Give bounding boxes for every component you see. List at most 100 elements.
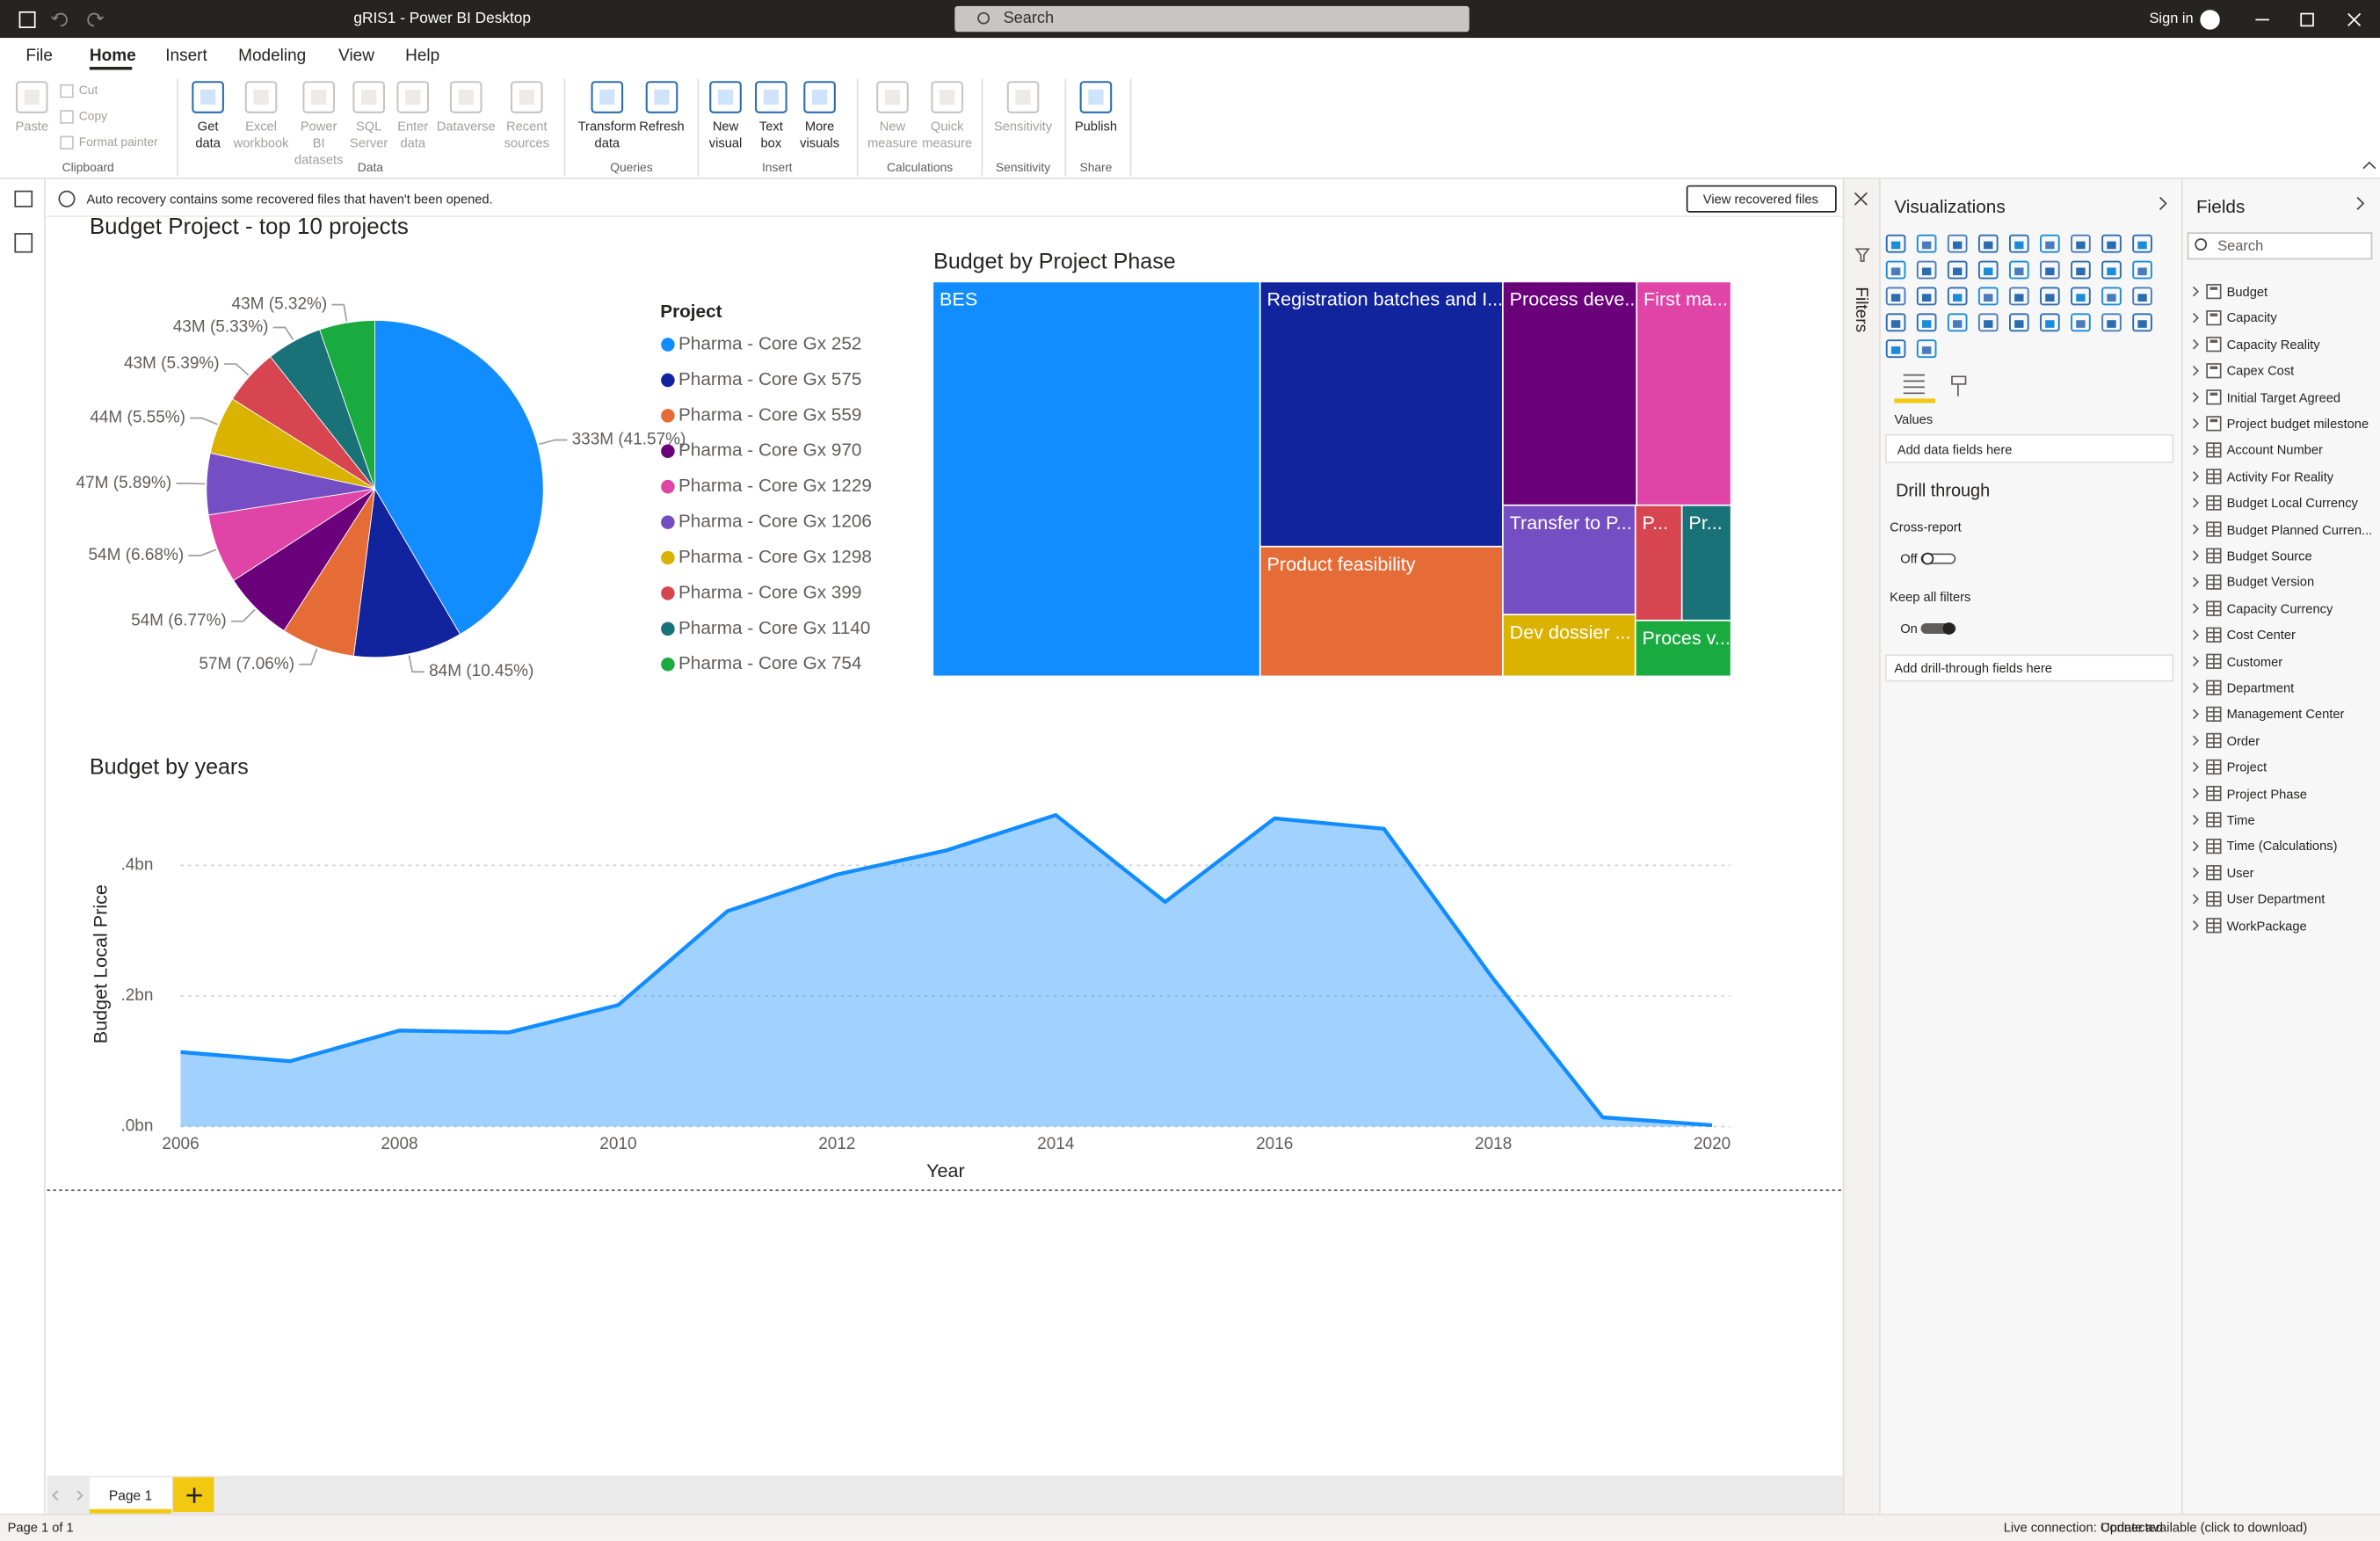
field-item[interactable]: Department [2227,676,2295,701]
legend-marker [661,480,675,494]
field-item[interactable]: Customer [2227,649,2283,673]
field-item[interactable]: Capacity Currency [2227,596,2333,621]
measure-glyph [2210,367,2218,369]
save-icon[interactable] [19,12,34,27]
ribbon-button[interactable]: Copy [79,105,107,129]
field-item[interactable]: Order [2227,729,2260,753]
measure-glyph [2210,313,2218,316]
close-button[interactable] [2348,14,2361,26]
close-notification[interactable] [1854,193,1867,205]
ribbon-button[interactable]: Enter data [397,119,428,152]
ribbon-button[interactable]: Publish [1075,119,1117,135]
visual-type-glyph [1922,346,1931,354]
search-placeholder[interactable]: Search [1004,6,1054,31]
ribbon-button[interactable]: Refresh [639,119,684,135]
sign-in[interactable]: Sign in [2149,8,2193,33]
collapse-fields[interactable] [2357,198,2363,210]
account-icon[interactable] [2201,11,2219,29]
menu-tab[interactable]: Help [405,44,439,69]
field-item[interactable]: Capacity Reality [2227,332,2320,357]
ribbon-small-icon [61,111,73,123]
legend-label: Pharma - Core Gx 575 [678,369,861,389]
maximize-button[interactable] [2301,14,2313,26]
treemap-tile [1637,282,1731,505]
field-item[interactable]: Cost Center [2227,622,2296,647]
ribbon-button[interactable]: Format painter [79,131,158,156]
menu-tab[interactable]: Insert [165,44,207,69]
expand-chevron [2194,921,2198,930]
ribbon-button[interactable]: Dataverse [437,119,496,135]
ribbon-group-label: Clipboard [62,156,114,181]
field-item[interactable]: Management Center [2227,702,2345,727]
model-view-icon[interactable] [15,234,32,252]
visual-type-glyph [2137,294,2146,302]
ribbon-button[interactable]: Excel workbook [234,119,289,152]
visual-type-glyph [2014,294,2023,302]
menu-tab[interactable]: View [338,44,374,69]
field-item[interactable]: Time [2227,808,2255,832]
menu-tab[interactable]: File [25,44,53,69]
collapse-visualizations[interactable] [2160,198,2166,210]
undo-icon[interactable] [52,14,67,26]
ribbon-icon-detail [519,90,534,105]
ribbon-button[interactable]: Power BI datasets [294,119,343,169]
ribbon-button[interactable]: More visuals [800,119,839,152]
field-item[interactable]: WorkPackage [2227,913,2307,938]
collapse-ribbon[interactable] [2363,163,2376,169]
field-item[interactable]: User [2227,861,2254,885]
fields-tab-icon[interactable] [1904,375,1925,394]
field-item[interactable]: Budget Planned Curren... [2227,517,2373,542]
measure-table-icon [2207,311,2221,325]
field-item[interactable]: Project budget milestone [2227,411,2369,436]
field-item[interactable]: User Department [2227,887,2326,912]
menu-tab[interactable]: Modeling [238,44,306,69]
ribbon-button[interactable]: New visual [709,119,743,152]
ribbon-icon-detail [1088,90,1103,105]
field-item[interactable]: Budget Local Currency [2227,491,2358,515]
ribbon-button[interactable]: Transform data [578,119,636,152]
ribbon-button[interactable]: New measure [867,119,918,152]
field-item[interactable]: Capacity [2227,306,2277,331]
ribbon-button[interactable]: Cut [79,79,98,104]
data-label: 43M (5.33%) [173,318,269,337]
field-item[interactable]: Project Phase [2227,781,2307,806]
visual-type-glyph [2076,242,2085,250]
redo-icon[interactable] [88,14,103,26]
ribbon-icon-detail [200,90,215,105]
menu-tab[interactable]: Home [90,44,136,69]
ribbon-button[interactable]: Quick measure [922,119,972,152]
field-item[interactable]: Activity For Reality [2227,464,2334,489]
expand-chevron [2194,472,2198,481]
ribbon-button[interactable]: Text box [759,119,783,152]
ribbon-button[interactable]: Get data [195,119,221,152]
page-scroll-arrows[interactable] [53,1491,82,1500]
view-recovered-files[interactable]: View recovered files [1703,186,1818,211]
measure-table-icon [2207,338,2221,352]
expand-chevron [2194,578,2198,586]
ribbon-group-label: Insert [762,156,793,181]
page-tab-label[interactable]: Page 1 [109,1483,152,1508]
ribbon-button[interactable]: SQL Server [350,119,388,152]
field-item[interactable]: Budget Source [2227,543,2312,568]
field-item[interactable]: Project [2227,755,2268,780]
update-status[interactable]: Update available (click to download) [2101,1516,2307,1540]
field-item[interactable]: Capex Cost [2227,359,2295,383]
ribbon-button[interactable]: Sensitivity [994,119,1052,135]
field-item[interactable]: Budget [2227,280,2268,304]
ribbon-button[interactable]: Recent sources [504,119,549,152]
field-item[interactable]: Account Number [2227,438,2323,462]
leader-line [539,440,567,444]
visual-type-glyph [1953,320,1962,328]
format-tab-icon[interactable] [1952,376,1966,396]
ribbon-button[interactable]: Paste [15,119,48,135]
field-item[interactable]: Initial Target Agreed [2227,385,2341,410]
filters-label[interactable]: Filters [1849,287,1874,332]
legend-label: Pharma - Core Gx 1140 [678,618,870,638]
expand-chevron [2194,393,2198,402]
field-item[interactable]: Budget Version [2227,570,2315,594]
y-tick-label: .2bn [120,986,153,1005]
field-item[interactable]: Time (Calculations) [2227,834,2338,859]
x-tick-label: 2010 [599,1135,636,1153]
report-view-icon[interactable] [15,192,32,207]
pane-title: Visualizations [1894,194,2005,219]
